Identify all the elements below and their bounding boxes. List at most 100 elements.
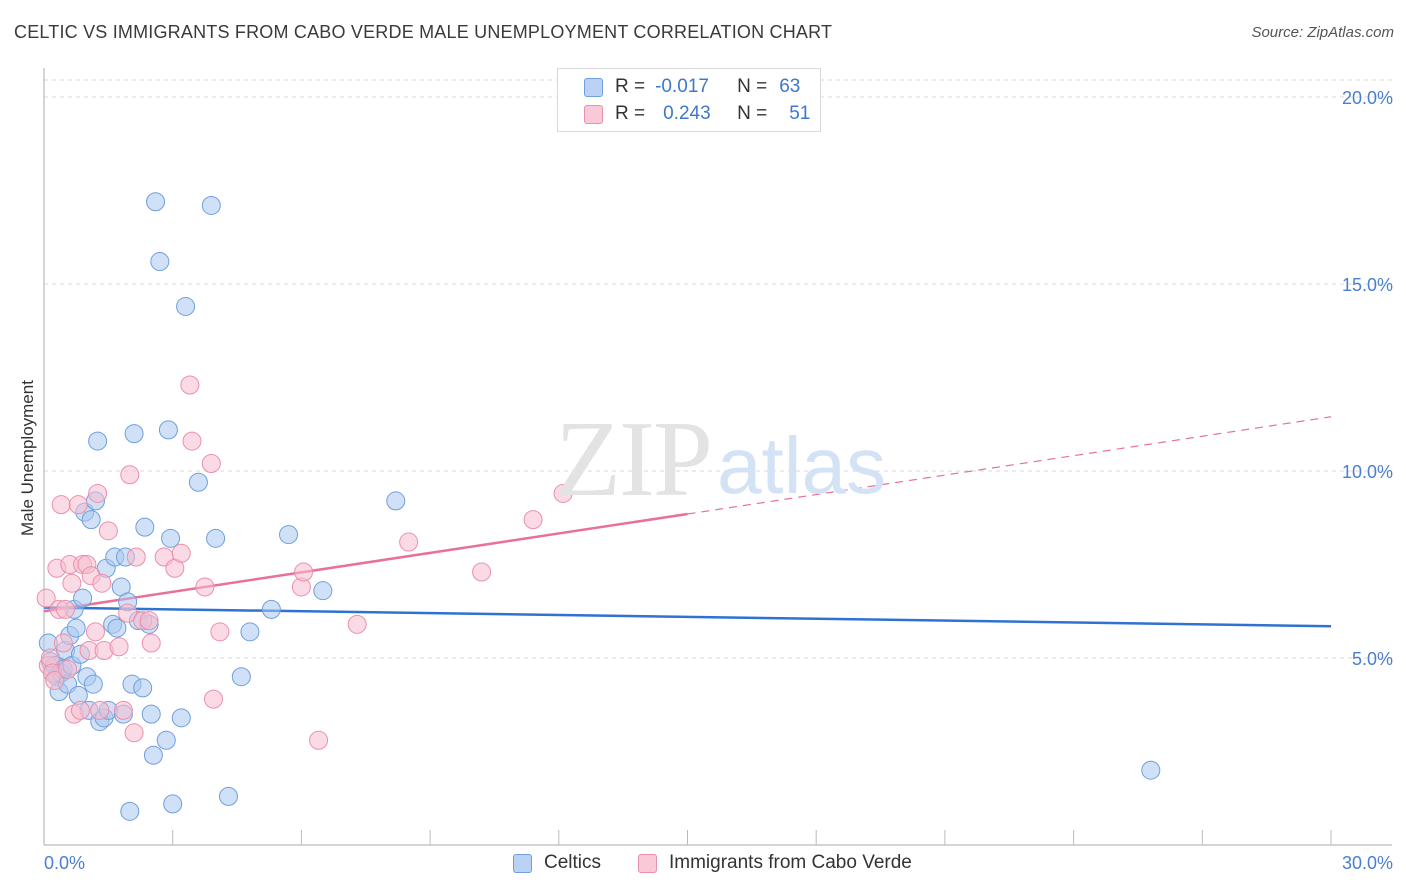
cabo-verde-trend-line: [43, 512, 688, 613]
legend-row-celtics: R = -0.017 N = 63: [584, 75, 800, 99]
cabo-verde-point: [58, 659, 78, 679]
celtics-point: [171, 708, 191, 728]
legend-n-value: 63: [779, 76, 801, 97]
y-tick-labels: 5.0% 10.0% 15.0% 20.0%: [1342, 88, 1393, 669]
cabo-verde-point: [85, 622, 105, 642]
celtics-point: [386, 491, 406, 511]
legend-n-label: N =: [737, 76, 768, 97]
axes: [43, 68, 1392, 846]
cabo-verde-point: [309, 730, 329, 750]
legend-swatch-pink: [584, 104, 603, 124]
x-tick-label: 30.0%: [1342, 853, 1393, 873]
celtics-point: [73, 588, 93, 608]
legend-swatch-blue: [584, 77, 603, 97]
celtics-point: [231, 667, 251, 687]
celtics-point: [88, 431, 108, 451]
celtics-point: [218, 786, 238, 806]
celtics-point: [279, 525, 299, 545]
celtics-point: [66, 618, 86, 638]
y-axis-label: Male Unemployment: [18, 380, 37, 536]
legend-r-label: R =: [615, 103, 646, 124]
celtics-point: [201, 195, 221, 215]
cabo-verde-point: [180, 375, 200, 395]
celtics-point: [120, 801, 140, 821]
bottom-legend-swatch-pink: [638, 853, 657, 873]
cabo-verde-point: [62, 573, 82, 593]
celtics-point: [146, 192, 166, 212]
celtics-trend-line: [43, 606, 1332, 628]
bottom-legend-swatch-blue: [513, 853, 532, 873]
legend-r-value: 0.243: [663, 103, 711, 124]
y-tick-label: 5.0%: [1352, 649, 1393, 669]
celtics-point: [176, 296, 196, 316]
celtics-point: [240, 622, 260, 642]
cabo-verde-point: [36, 588, 56, 608]
cabo-verde-trend-extension: [687, 416, 1332, 515]
x-tick-labels: 0.0% 30.0%: [44, 853, 1393, 873]
bottom-legend-cabo-label: Immigrants from Cabo Verde: [669, 852, 912, 873]
correlation-legend: R = -0.017 N = 63 R = 0.243 N = 51: [557, 68, 821, 132]
celtics-point: [158, 420, 178, 440]
cabo-verde-point: [126, 547, 146, 567]
cabo-verde-point: [399, 532, 419, 552]
bottom-legend-celtics: Celtics: [513, 852, 601, 874]
celtics-point: [107, 618, 127, 638]
cabo-verde-point: [120, 465, 140, 485]
celtics-point: [261, 599, 281, 619]
celtics-point: [135, 517, 155, 537]
celtics-point: [83, 674, 103, 694]
celtics-point: [124, 424, 144, 444]
y-tick-label: 20.0%: [1342, 88, 1393, 108]
legend-n-label: N =: [737, 103, 768, 124]
celtics-point: [141, 704, 161, 724]
cabo-verde-point: [347, 614, 367, 634]
source-label: Source: ZipAtlas.com: [1251, 24, 1394, 41]
cabo-verde-point: [472, 562, 492, 582]
cabo-verde-point: [553, 483, 573, 503]
cabo-verde-point: [171, 543, 191, 563]
bottom-legend-celtics-label: Celtics: [544, 852, 602, 873]
watermark-atlas: atlas: [717, 421, 886, 510]
celtics-point: [163, 794, 183, 814]
x-tick-label: 0.0%: [44, 853, 85, 873]
cabo-verde-point: [70, 700, 90, 720]
cabo-verde-point: [118, 603, 138, 623]
legend-r-label: R =: [615, 76, 646, 97]
celtics-point: [313, 581, 333, 601]
y-tick-label: 10.0%: [1342, 462, 1393, 482]
cabo-verde-point: [51, 495, 71, 515]
cabo-verde-point: [90, 700, 110, 720]
cabo-verde-point: [88, 483, 108, 503]
legend-r-value: -0.017: [655, 76, 709, 97]
celtics-point: [133, 678, 153, 698]
cabo-verde-point: [113, 700, 133, 720]
cabo-verde-point: [68, 495, 88, 515]
celtics-point: [156, 730, 176, 750]
cabo-verde-point: [124, 723, 144, 743]
celtics-point: [161, 528, 181, 548]
watermark-zip: ZIP: [555, 400, 713, 519]
celtics-point: [150, 252, 170, 272]
cabo-verde-point: [141, 633, 161, 653]
cabo-verde-point: [201, 454, 221, 474]
cabo-verde-point: [45, 670, 65, 690]
cabo-verde-point: [195, 577, 215, 597]
cabo-verde-point: [109, 637, 129, 657]
legend-row-cabo-verde: R = 0.243 N = 51: [584, 102, 810, 126]
cabo-verde-points: [36, 375, 573, 750]
gridlines: [44, 79, 1392, 659]
cabo-verde-point: [523, 510, 543, 530]
legend-n-value: 51: [789, 103, 811, 124]
cabo-verde-point: [55, 599, 75, 619]
trend-lines: [43, 416, 1332, 628]
chart-title: CELTIC VS IMMIGRANTS FROM CABO VERDE MAL…: [14, 22, 833, 42]
bottom-legend-cabo-verde: Immigrants from Cabo Verde: [638, 852, 912, 874]
celtics-point: [188, 472, 208, 492]
cabo-verde-point: [98, 521, 118, 541]
cabo-verde-point: [210, 622, 230, 642]
cabo-verde-point: [203, 689, 223, 709]
cabo-verde-point: [294, 562, 314, 582]
cabo-verde-point: [53, 633, 73, 653]
celtics-point: [81, 510, 101, 530]
